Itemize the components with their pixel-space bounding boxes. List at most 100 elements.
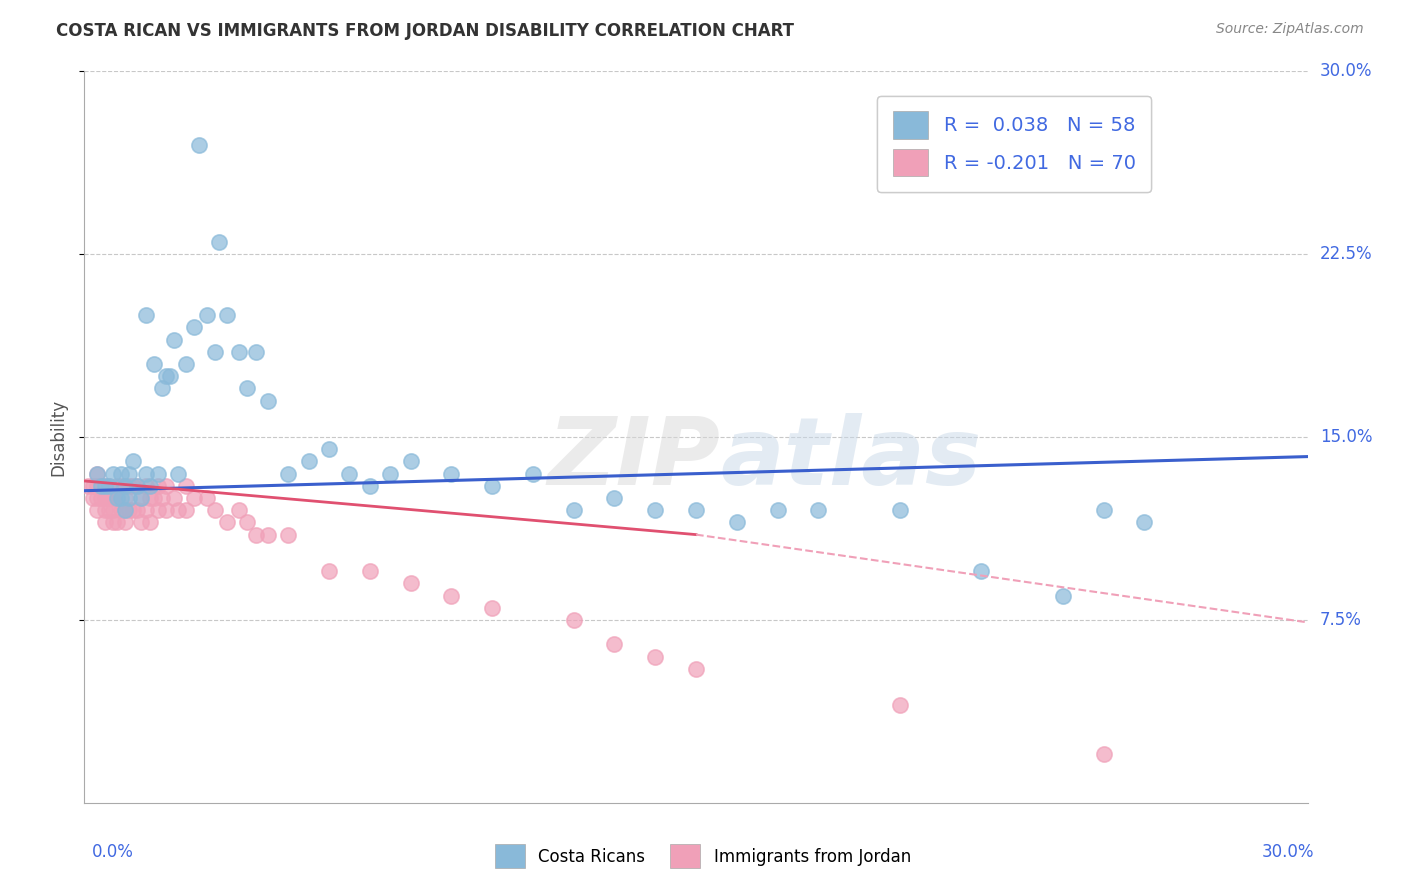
Point — [150, 491, 173, 505]
Point — [298, 454, 321, 468]
Point — [118, 503, 141, 517]
Point — [127, 503, 149, 517]
Point — [195, 308, 218, 322]
Point — [204, 344, 226, 359]
Point — [97, 503, 120, 517]
Point — [318, 564, 340, 578]
Point — [97, 479, 120, 493]
Point — [440, 589, 463, 603]
Point — [889, 698, 911, 713]
Point — [481, 600, 503, 615]
Point — [204, 503, 226, 517]
Point — [257, 393, 280, 408]
Point — [90, 479, 112, 493]
Point — [142, 357, 165, 371]
Point — [110, 467, 132, 481]
Point — [318, 442, 340, 457]
Point — [138, 491, 160, 505]
Point — [101, 503, 124, 517]
Point — [644, 649, 666, 664]
Point — [90, 491, 112, 505]
Point — [131, 491, 153, 505]
Point — [97, 491, 120, 505]
Point — [970, 564, 993, 578]
Y-axis label: Disability: Disability — [49, 399, 67, 475]
Point — [138, 516, 160, 530]
Text: 30.0%: 30.0% — [1320, 62, 1372, 80]
Point — [155, 369, 177, 384]
Point — [105, 516, 128, 530]
Point — [150, 381, 173, 395]
Point — [93, 491, 115, 505]
Point — [167, 503, 190, 517]
Point — [277, 527, 299, 541]
Point — [86, 503, 108, 517]
Point — [228, 344, 250, 359]
Point — [122, 479, 145, 493]
Point — [114, 491, 136, 505]
Point — [380, 467, 402, 481]
Point — [183, 491, 205, 505]
Point — [77, 479, 100, 493]
Point — [1052, 589, 1074, 603]
Legend: Costa Ricans, Immigrants from Jordan: Costa Ricans, Immigrants from Jordan — [488, 838, 918, 875]
Point — [187, 137, 209, 152]
Point — [118, 491, 141, 505]
Point — [101, 467, 124, 481]
Point — [118, 467, 141, 481]
Point — [245, 344, 267, 359]
Point — [127, 479, 149, 493]
Point — [359, 479, 381, 493]
Point — [1092, 503, 1115, 517]
Point — [86, 491, 108, 505]
Point — [93, 516, 115, 530]
Point — [277, 467, 299, 481]
Text: 22.5%: 22.5% — [1320, 245, 1372, 263]
Point — [522, 467, 544, 481]
Point — [183, 320, 205, 334]
Point — [142, 491, 165, 505]
Point — [105, 479, 128, 493]
Point — [195, 491, 218, 505]
Point — [127, 479, 149, 493]
Point — [603, 637, 626, 651]
Point — [236, 381, 259, 395]
Point — [399, 454, 422, 468]
Point — [245, 527, 267, 541]
Point — [105, 491, 128, 505]
Point — [339, 467, 361, 481]
Point — [114, 503, 136, 517]
Point — [135, 467, 157, 481]
Point — [114, 516, 136, 530]
Text: 30.0%: 30.0% — [1263, 843, 1315, 861]
Point — [155, 503, 177, 517]
Point — [163, 333, 186, 347]
Point — [135, 308, 157, 322]
Point — [146, 467, 169, 481]
Point — [93, 479, 115, 493]
Point — [1133, 516, 1156, 530]
Point — [114, 503, 136, 517]
Point — [399, 576, 422, 591]
Point — [114, 479, 136, 493]
Point — [138, 479, 160, 493]
Point — [167, 467, 190, 481]
Point — [110, 491, 132, 505]
Text: ZIP: ZIP — [547, 413, 720, 505]
Point — [135, 479, 157, 493]
Point — [236, 516, 259, 530]
Point — [217, 308, 239, 322]
Point — [101, 491, 124, 505]
Point — [1092, 747, 1115, 761]
Point — [217, 516, 239, 530]
Point — [114, 479, 136, 493]
Point — [86, 467, 108, 481]
Point — [82, 491, 104, 505]
Text: COSTA RICAN VS IMMIGRANTS FROM JORDAN DISABILITY CORRELATION CHART: COSTA RICAN VS IMMIGRANTS FROM JORDAN DI… — [56, 22, 794, 40]
Text: atlas: atlas — [720, 413, 981, 505]
Point — [725, 516, 748, 530]
Point — [131, 491, 153, 505]
Point — [135, 503, 157, 517]
Point — [685, 503, 707, 517]
Point — [644, 503, 666, 517]
